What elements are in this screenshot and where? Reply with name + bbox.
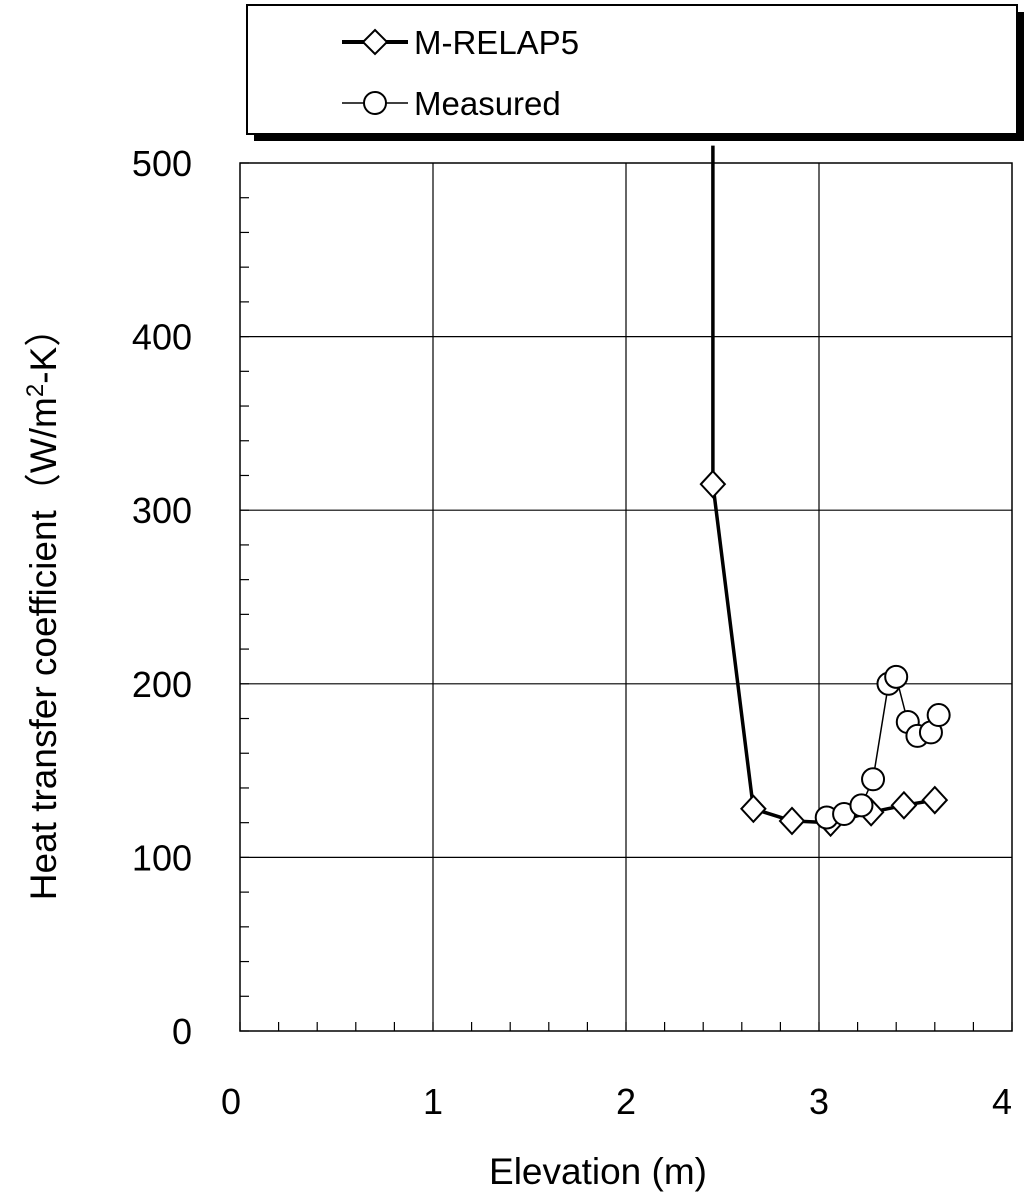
marker-circle <box>884 664 909 689</box>
y-tick-label: 500 <box>132 143 192 184</box>
legend-box <box>246 4 1018 135</box>
x-tick-label: 3 <box>809 1081 829 1122</box>
legend-label-mrelap5: M-RELAP5 <box>414 24 579 61</box>
legend-label-measured: Measured <box>414 85 561 122</box>
y-tick-label: 100 <box>132 837 192 878</box>
x-tick-label: 2 <box>616 1081 636 1122</box>
marker-diamond <box>778 806 806 836</box>
y-axis-title-main: Heat transfer coefficient（W/m <box>23 397 64 900</box>
marker-diamond <box>699 469 727 499</box>
marker-diamond <box>890 790 918 820</box>
x-tick-label: 0 <box>221 1081 241 1122</box>
x-tick-label: 1 <box>423 1081 443 1122</box>
marker-circle <box>926 703 951 728</box>
legend-marker-measured <box>363 91 387 115</box>
y-axis-title-tail: -K） <box>23 310 64 384</box>
y-axis-title: Heat transfer coefficient（W/m2-K） <box>22 310 65 900</box>
grid <box>240 163 1012 1031</box>
legend-marker-mrelap5 <box>361 28 389 56</box>
x-tick-label: 4 <box>992 1081 1012 1122</box>
series-markers <box>699 469 951 838</box>
marker-circle <box>849 793 874 818</box>
x-axis-title: Elevation (m) <box>489 1151 707 1192</box>
plot-area <box>239 145 1013 1032</box>
marker-circle <box>861 767 886 792</box>
y-tick-label: 0 <box>172 1011 192 1052</box>
marker-diamond <box>740 794 767 824</box>
y-axis-title-sup: 2 <box>22 384 49 397</box>
y-tick-label: 200 <box>132 664 192 705</box>
marker-diamond <box>921 785 949 815</box>
y-tick-labels: 0 100 200 300 400 500 <box>132 143 192 1052</box>
legend: M-RELAP5 Measured <box>246 4 1024 141</box>
y-tick-label: 400 <box>132 317 192 358</box>
x-tick-labels: 0 1 2 3 4 <box>221 1081 1012 1122</box>
y-tick-label: 300 <box>132 490 192 531</box>
minor-ticks <box>239 162 1013 1032</box>
